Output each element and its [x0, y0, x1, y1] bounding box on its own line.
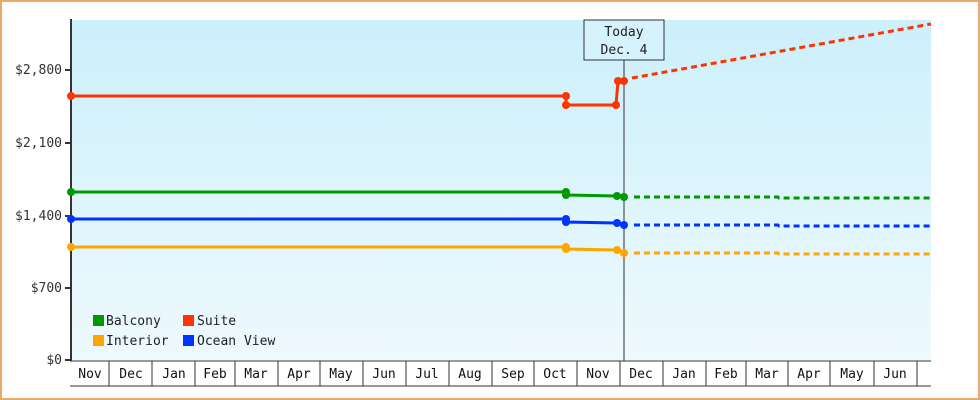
series-interior	[67, 243, 931, 257]
legend-swatch-balcony	[93, 315, 104, 326]
legend-label: Balcony	[106, 314, 161, 329]
legend-label: Ocean View	[197, 334, 275, 349]
month-label: May	[840, 367, 864, 382]
month-label: Nov	[586, 367, 610, 382]
legend-swatch-interior	[93, 335, 104, 346]
month-label: Apr	[287, 367, 311, 382]
legend-item-suite[interactable]: Suite	[183, 314, 236, 329]
y-tick-label: $700	[31, 281, 62, 296]
y-axis-labels: $2,800 $2,100 $1,400 $700 $0	[15, 63, 62, 368]
x-axis-labels: Nov Dec Jan Feb Mar Apr May Jun Jul Aug …	[78, 367, 906, 382]
month-label: Jun	[372, 367, 395, 382]
month-label: Feb	[203, 367, 227, 382]
month-label: Jun	[883, 367, 906, 382]
month-label: Apr	[797, 367, 821, 382]
legend-swatch-suite	[183, 315, 194, 326]
y-tick-label: $0	[46, 353, 62, 368]
month-label: May	[329, 367, 353, 382]
series-ocean-view	[67, 215, 931, 229]
y-tick-label: $2,100	[15, 136, 62, 151]
month-label: Oct	[543, 367, 566, 382]
month-label: Nov	[78, 367, 102, 382]
month-label: Aug	[458, 367, 481, 382]
legend-swatch-ocean-view	[183, 335, 194, 346]
month-label: Mar	[755, 367, 779, 382]
y-tick-label: $2,800	[15, 63, 62, 78]
y-axis-ticks	[65, 69, 71, 361]
legend-item-balcony[interactable]: Balcony	[93, 314, 161, 329]
today-label: Today	[604, 25, 643, 40]
legend-item-ocean-view[interactable]: Ocean View	[183, 334, 275, 349]
legend-label: Interior	[106, 334, 169, 349]
month-label: Jan	[672, 367, 695, 382]
legend-item-interior[interactable]: Interior	[93, 334, 169, 349]
today-label-box	[583, 19, 665, 61]
y-tick-label: $1,400	[15, 209, 62, 224]
series-balcony	[67, 188, 931, 201]
month-label: Jul	[415, 367, 438, 382]
plot-area	[71, 20, 931, 360]
legend: Balcony Suite Interior Ocean View	[93, 314, 275, 349]
x-axis	[70, 360, 931, 387]
series-suite	[67, 22, 932, 109]
legend-label: Suite	[197, 314, 236, 329]
month-label: Sep	[501, 367, 525, 382]
month-label: Mar	[244, 367, 268, 382]
month-label: Dec	[119, 367, 142, 382]
today-date-label: Dec. 4	[601, 43, 648, 58]
month-label: Dec	[629, 367, 652, 382]
month-label: Feb	[714, 367, 738, 382]
month-label: Jan	[162, 367, 185, 382]
